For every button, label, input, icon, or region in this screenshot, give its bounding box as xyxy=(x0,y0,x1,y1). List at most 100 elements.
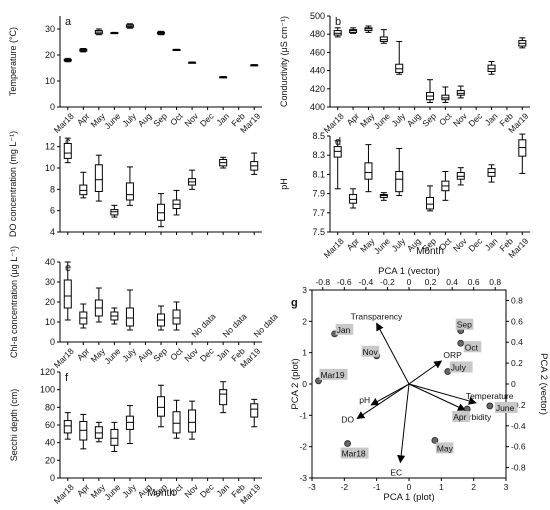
x-tick-label-top: 0.6 xyxy=(468,277,480,287)
point-label-bg xyxy=(335,323,354,335)
x-tick-label-top: -0.6 xyxy=(337,277,352,287)
x-tick-label: Jan xyxy=(483,236,500,253)
x-tick-label: Mar18 xyxy=(52,482,76,505)
y-axis-title: Secchi depth (cm) xyxy=(9,389,19,462)
y-axis-title-left: PCA 2 (plot) xyxy=(290,358,301,409)
panel-letter: f xyxy=(65,372,69,384)
y-tick-label: 440 xyxy=(310,66,325,76)
no-data-label: No data xyxy=(189,311,217,339)
y-tick-label: 40 xyxy=(45,438,55,448)
y-tick-label: 3 xyxy=(302,285,307,295)
panel-g: g-3 -2 -1 0 1 2 3-0.8 -0.6 -0.4 -0.2 0 0.2 0.4 0.6 0.8… xyxy=(290,266,549,503)
box-July xyxy=(125,405,134,445)
vector-arrow-do xyxy=(356,383,410,420)
x-tick-label: Dec xyxy=(466,110,484,128)
x-tick-label: Apr xyxy=(75,346,92,363)
x-tick-label-top: 0 xyxy=(407,277,412,287)
x-tick-label: Nov xyxy=(182,110,200,128)
y-tick-label: 20 xyxy=(45,50,55,60)
box-Apr xyxy=(349,27,358,34)
vector-label: Turbidity xyxy=(459,412,492,422)
point-label: Mar18 xyxy=(342,449,366,459)
x-tick-label: Mar18 xyxy=(52,111,76,135)
point-label: Sep xyxy=(457,320,472,330)
point-oct xyxy=(457,339,465,347)
box-iqr xyxy=(364,162,373,180)
vector-arrow-ph xyxy=(370,383,410,406)
x-tick-label: 1 xyxy=(439,482,444,492)
vector-arrow-transparency xyxy=(376,322,410,385)
box-Nov xyxy=(188,169,197,190)
box-Mar19 xyxy=(250,64,259,67)
box-Jan xyxy=(487,164,496,183)
panel-letter: b xyxy=(335,16,341,28)
y-tick-label: 60 xyxy=(45,420,55,430)
box-iqr xyxy=(110,428,119,446)
box-Apr xyxy=(79,171,88,199)
box-Oct xyxy=(172,48,181,52)
x-tick-label: Mar18 xyxy=(322,236,346,260)
x-tick-label: 3 xyxy=(504,482,509,492)
x-tick-label: Dec xyxy=(198,345,216,363)
box-Mar18 xyxy=(63,57,72,63)
box-iqr xyxy=(125,182,134,201)
y-tick-label-right: 0.2 xyxy=(511,358,523,368)
x-tick-label: Jan xyxy=(214,482,231,499)
box-July xyxy=(395,40,404,75)
box-May xyxy=(94,421,103,443)
box-Oct xyxy=(441,171,450,201)
x-tick-label: 0 xyxy=(407,482,412,492)
point-label-bg xyxy=(452,411,470,423)
y-tick-label: 7.7 xyxy=(312,208,325,218)
y-axis-title: Conductivity (μS cm⁻¹) xyxy=(279,16,289,107)
x-tick-label: July xyxy=(120,481,138,499)
point-label: Mar19 xyxy=(320,370,344,380)
x-tick-label-top: 0.4 xyxy=(446,277,458,287)
y-tick-label-right: 0.6 xyxy=(511,316,523,326)
x-tick-label: Aug xyxy=(405,111,423,129)
y-tick-label: 120 xyxy=(40,367,55,377)
y-axis-title: Temperature (°C) xyxy=(8,27,18,96)
box-July xyxy=(395,147,404,197)
y-tick-label: 10 xyxy=(45,76,55,86)
y-tick-label: 420 xyxy=(310,84,325,94)
box-Oct xyxy=(172,189,181,216)
y-tick-label: 0 xyxy=(50,473,55,483)
x-tick-label: Nov xyxy=(451,110,469,128)
y-tick-label: 7.5 xyxy=(312,227,325,237)
y-tick-label: 8.5 xyxy=(312,131,325,141)
box-iqr xyxy=(395,171,404,193)
box-Sep xyxy=(426,79,434,103)
box-Nov xyxy=(188,61,197,64)
box-iqr xyxy=(94,164,103,192)
box-iqr xyxy=(172,411,181,434)
x-tick-label: Jan xyxy=(483,111,500,128)
y-axis-title: pH xyxy=(279,178,289,190)
vector-label: DO xyxy=(341,414,354,424)
box-iqr xyxy=(110,209,119,216)
panel-c: c4681012DO concentration (mg L⁻¹) xyxy=(8,131,262,237)
vector-arrow-turbidity xyxy=(408,383,466,411)
box-iqr xyxy=(63,420,72,434)
box-Apr xyxy=(79,48,88,53)
y-tick-label-right: 0.8 xyxy=(511,295,523,305)
x-tick-label: Apr xyxy=(345,236,362,253)
box-Jan xyxy=(219,381,228,414)
x-axis-title-bottom: PCA 1 (plot) xyxy=(383,492,434,503)
y-tick-label: 10 xyxy=(45,163,55,173)
y-tick-label-right: -0.6 xyxy=(511,442,526,452)
x-tick-label-top: 0.2 xyxy=(425,277,437,287)
box-Mar18 xyxy=(333,27,342,38)
x-tick-label: Sep xyxy=(151,346,169,364)
x-tick-label: July xyxy=(120,110,138,128)
box-iqr xyxy=(250,403,259,418)
no-data-label: No data xyxy=(252,311,280,339)
vector-label: Transparency xyxy=(351,311,403,321)
box-Mar18 xyxy=(63,261,72,321)
y-tick-label: 0 xyxy=(302,379,307,389)
point-label: Oct xyxy=(465,342,479,352)
point-label-bg xyxy=(455,318,474,330)
x-tick-label: Nov xyxy=(451,235,469,253)
x-tick-label: Apr xyxy=(75,482,92,499)
box-iqr xyxy=(157,396,165,417)
